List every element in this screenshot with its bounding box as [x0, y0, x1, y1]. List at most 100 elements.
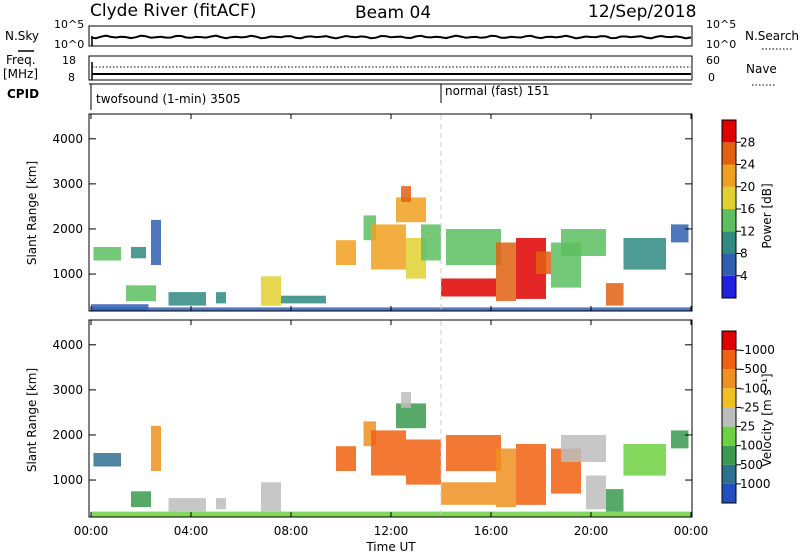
heatmap-cell: [586, 475, 606, 510]
colorbar-tick-label: 8: [740, 247, 748, 261]
heatmap-cell: [371, 430, 406, 476]
y-tick-label: 4000: [52, 132, 83, 146]
colorbar-swatch: [722, 464, 736, 484]
freq-panel-frame: [88, 55, 693, 81]
date-title: 12/Sep/2018: [588, 2, 696, 22]
heatmap-cell: [401, 392, 411, 408]
heatmap-cell: [606, 283, 624, 306]
colorbar-swatch: [722, 407, 736, 427]
colorbar-swatch: [722, 253, 736, 276]
heatmap-cell: [561, 435, 606, 462]
heatmap-cell: [216, 292, 226, 304]
colorbar-tick-label: 20: [740, 180, 755, 194]
colorbar-swatch: [722, 142, 736, 165]
noise-panel-frame: [88, 25, 693, 47]
colorbar-swatch: [722, 275, 736, 299]
heatmap-cell: [281, 295, 326, 304]
nave-label: Nave: [746, 62, 777, 76]
power-colorbar-label: Power [dB]: [760, 183, 774, 248]
heatmap-cell: [401, 186, 411, 202]
heatmap-cell: [623, 238, 666, 270]
heatmap-cell: [496, 242, 516, 302]
colorbar-tick-label: 500: [740, 458, 763, 472]
y-tick-label: 3000: [52, 383, 83, 397]
colorbar-swatch: [722, 120, 736, 143]
noise-right-label: N.Search: [745, 29, 799, 43]
cpid-label: CPID: [7, 87, 39, 101]
freq-label-line1: Freq.: [6, 53, 36, 67]
colorbar-swatch: [722, 231, 736, 254]
colorbar-tick-label: 4: [740, 269, 748, 283]
heatmap-cell: [446, 435, 501, 472]
heatmap-cell: [441, 278, 496, 297]
heatmap-cell: [93, 453, 121, 467]
heatmap-cell: [496, 448, 516, 508]
y-tick-label: 4000: [52, 338, 83, 352]
colorbar-tick-label: 16: [740, 202, 755, 216]
power-panel-frame: [88, 113, 693, 312]
heatmap-cell: [151, 219, 161, 265]
x-tick-label: 00:00: [74, 524, 109, 538]
x-tick-label: 04:00: [174, 524, 209, 538]
heatmap-cell: [371, 224, 406, 270]
noise-left-tick-bottom: 10^0: [54, 38, 84, 51]
heatmap-cell: [261, 276, 281, 306]
heatmap-cell: [126, 285, 156, 302]
noise-right-tick-top: 10^5: [706, 18, 736, 31]
heatmap-cell: [151, 425, 161, 471]
heatmap-cell: [168, 292, 206, 306]
velocity-colorbar-label: Velocity [m s⁻¹]: [760, 373, 774, 466]
heatmap-cell: [516, 444, 546, 505]
colorbar-swatch: [722, 369, 736, 389]
colorbar-tick-label: 12: [740, 224, 755, 238]
x-tick-label: 16:00: [474, 524, 509, 538]
freq-label-line2: [MHz]: [3, 67, 38, 81]
colorbar-tick-label: -100: [740, 381, 767, 395]
heatmap-cell: [406, 439, 441, 485]
heatmap-cell: [336, 240, 356, 265]
colorbar-swatch: [722, 350, 736, 370]
beam-title: Beam 04: [355, 3, 431, 23]
freq-left-tick-top: 18: [62, 54, 76, 67]
freq-right-tick-bottom: 0: [708, 71, 715, 84]
power-heatmap-cells: [91, 186, 691, 311]
colorbar-tick-label: 24: [740, 158, 755, 172]
cpid-mode-2: normal (fast) 151: [445, 84, 549, 98]
x-tick-label: 08:00: [274, 524, 309, 538]
y-tick-label: 1000: [52, 267, 83, 281]
colorbar-tick-label: 1000: [740, 477, 771, 491]
noise-right-tick-bottom: 10^0: [706, 38, 736, 51]
colorbar-swatch: [722, 209, 736, 232]
noise-sky-trace: [90, 34, 692, 40]
x-tick-label: 00:00: [674, 524, 709, 538]
colorbar-swatch: [722, 426, 736, 446]
y-tick-label: 3000: [52, 177, 83, 191]
heatmap-cell: [168, 498, 206, 512]
x-axis-label: Time UT: [365, 540, 416, 554]
noise-left-label: N.Sky: [5, 29, 39, 43]
x-tick-label: 12:00: [374, 524, 409, 538]
freq-right-tick-top: 60: [706, 54, 720, 67]
colorbar-swatch: [722, 331, 736, 351]
heatmap-cell: [671, 224, 689, 243]
heatmap-cell: [131, 247, 146, 259]
noise-left-tick-top: 10^5: [54, 18, 84, 31]
heatmap-cell: [336, 446, 356, 471]
cpid-mode-1: twofsound (1-min) 3505: [96, 92, 241, 106]
colorbar-tick-label: 28: [740, 135, 755, 149]
colorbar-frame: [721, 330, 737, 504]
colorbar-tick-label: -500: [740, 362, 767, 376]
freq-left-tick-bottom: 8: [68, 71, 75, 84]
colorbar-swatch: [722, 186, 736, 210]
y-tick-label: 2000: [52, 222, 83, 236]
station-title: Clyde River (fitACF): [90, 1, 256, 21]
colorbar-swatch: [722, 164, 736, 187]
colorbar-swatch: [722, 483, 736, 503]
heatmap-cell: [421, 224, 441, 261]
colorbar-swatch: [722, 388, 736, 408]
heatmap-cell: [216, 498, 226, 510]
heatmap-cell: [623, 444, 666, 476]
heatmap-cell: [131, 491, 151, 508]
heatmap-cell: [671, 430, 689, 449]
